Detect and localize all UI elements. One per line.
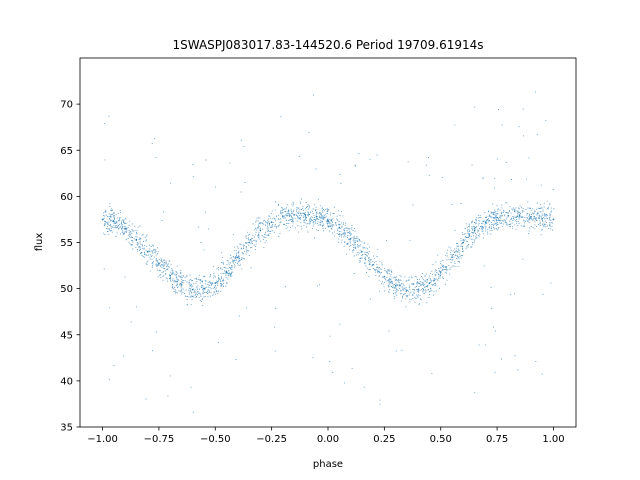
data-point	[293, 214, 295, 216]
data-point	[383, 275, 386, 278]
data-point	[135, 238, 138, 241]
y-axis-label: flux	[34, 233, 45, 252]
y-tick-label: 65	[60, 146, 73, 157]
data-point	[282, 215, 284, 218]
data-point	[417, 288, 419, 291]
data-point	[338, 226, 341, 229]
data-point	[372, 263, 374, 266]
x-tick-label: 0.75	[486, 434, 508, 445]
y-axis: 35 40 45 50 55 60 65 70	[60, 100, 80, 434]
chart-title: 1SWASPJ083017.83-144520.6 Period 19709.6…	[172, 38, 483, 52]
data-point	[541, 217, 543, 220]
scatter-points-cloud	[102, 91, 555, 413]
y-tick-label: 45	[60, 330, 73, 341]
data-point	[169, 274, 171, 277]
data-point	[406, 289, 408, 292]
data-point	[124, 227, 126, 230]
data-point	[462, 241, 465, 244]
data-point	[158, 262, 160, 265]
data-point	[439, 271, 442, 273]
data-point	[237, 256, 239, 259]
data-point	[473, 229, 476, 232]
y-tick-label: 55	[60, 238, 73, 249]
y-tick-label: 50	[60, 284, 73, 295]
y-tick-label: 70	[60, 100, 73, 111]
data-point	[304, 214, 307, 216]
data-point	[248, 241, 250, 244]
data-points	[101, 91, 555, 413]
y-tick-label: 35	[60, 423, 73, 434]
data-point	[203, 287, 205, 290]
x-tick-label: −0.75	[144, 434, 175, 445]
data-point	[518, 214, 521, 217]
x-tick-label: 0.00	[317, 434, 339, 445]
data-point	[214, 282, 217, 284]
y-tick-label: 40	[60, 376, 73, 387]
data-point	[327, 219, 329, 222]
x-tick-label: 0.25	[373, 434, 395, 445]
data-point	[113, 220, 115, 223]
data-point	[394, 285, 397, 287]
data-point	[530, 215, 532, 218]
x-tick-label: −1.00	[87, 434, 118, 445]
data-point	[361, 250, 363, 253]
y-tick-label: 60	[60, 192, 73, 203]
x-tick-label: 1.00	[542, 434, 564, 445]
x-tick-label: −0.50	[200, 434, 231, 445]
data-point	[191, 288, 194, 291]
data-point	[315, 215, 318, 218]
data-point	[101, 218, 104, 221]
data-point	[507, 214, 510, 217]
x-tick-label: 0.50	[430, 434, 452, 445]
data-point	[225, 271, 228, 273]
data-point	[428, 282, 431, 284]
data-point	[451, 256, 453, 259]
x-tick-label: −0.25	[256, 434, 287, 445]
data-point	[259, 229, 262, 232]
data-point	[485, 221, 487, 224]
data-point	[146, 250, 149, 253]
data-point	[496, 216, 498, 219]
x-axis-label: phase	[313, 459, 343, 470]
data-point	[552, 218, 555, 221]
data-point	[270, 221, 273, 224]
data-point	[180, 284, 183, 286]
x-axis: −1.00 −0.75 −0.50 −0.25 0.00 0.25 0.50 0.75 1.00	[87, 427, 565, 445]
data-point	[349, 238, 352, 240]
